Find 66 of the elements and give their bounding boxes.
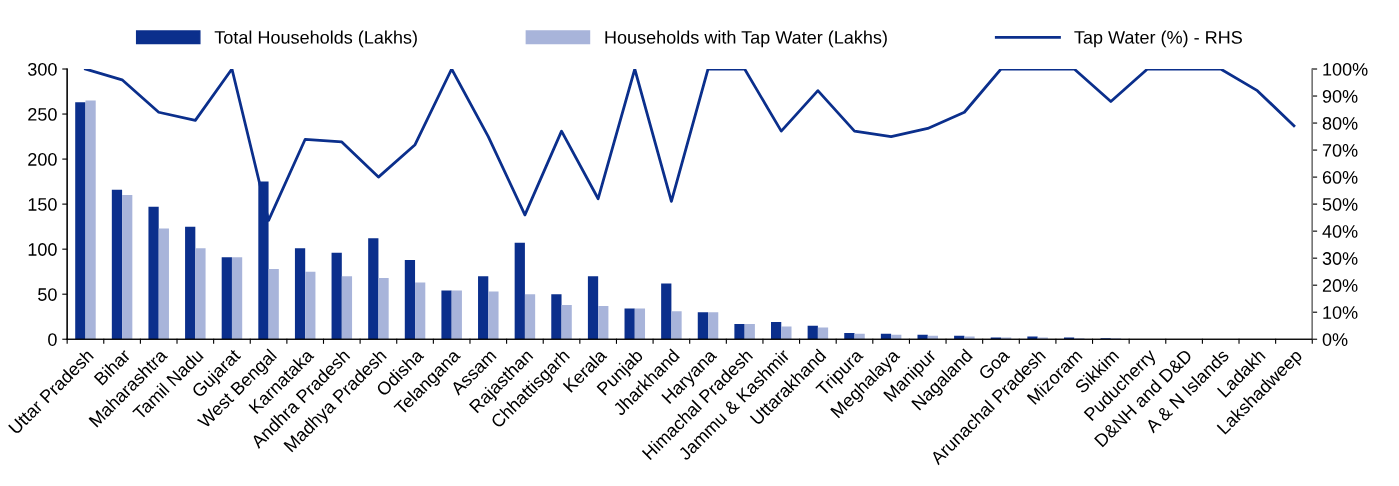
bar — [844, 332, 855, 340]
bar — [598, 305, 609, 340]
y2-tick-label: 30% — [1322, 252, 1358, 265]
y-tick-label: 150 — [28, 198, 57, 211]
bar — [771, 322, 782, 340]
bar — [305, 271, 316, 340]
y-tick-label: 300 — [28, 62, 57, 76]
bar — [817, 327, 829, 340]
bar — [451, 290, 462, 340]
y-tick-label: 50 — [38, 288, 57, 301]
bar — [661, 283, 672, 340]
bar — [415, 282, 426, 340]
bar — [148, 206, 159, 340]
y-tick-label: 100 — [28, 243, 57, 256]
bar — [697, 312, 709, 340]
bar — [854, 333, 865, 340]
bar — [488, 291, 499, 340]
bar — [294, 248, 306, 340]
legend-label: Households with Tap Water (Lakhs) — [605, 30, 887, 48]
bar — [524, 294, 536, 340]
bar — [331, 252, 342, 340]
bar — [185, 226, 196, 340]
legend-label: Tap Water (%) - RHS — [1074, 30, 1242, 48]
y-tick-label: 0 — [48, 333, 57, 346]
bar — [880, 333, 892, 340]
y2-tick-label: 70% — [1322, 144, 1358, 157]
bar — [587, 276, 599, 340]
bar — [634, 308, 646, 340]
bar — [708, 312, 719, 340]
y-tick-label: 250 — [28, 107, 57, 121]
bar — [85, 100, 96, 340]
y-tick-label: 200 — [28, 153, 57, 166]
bar — [624, 308, 635, 340]
y2-tick-label: 0% — [1322, 333, 1348, 346]
bar — [744, 323, 755, 340]
bar — [917, 334, 928, 340]
legend-label: Total Households (Lakhs) — [214, 30, 417, 48]
y2-tick-label: 100% — [1323, 62, 1368, 76]
y2-tick-label: 60% — [1322, 171, 1358, 184]
bar — [158, 228, 169, 340]
bar — [734, 323, 745, 340]
y2-tick-label: 50% — [1322, 198, 1358, 211]
bar — [514, 242, 525, 340]
bar — [75, 102, 86, 340]
bar — [221, 257, 232, 340]
bar — [195, 248, 206, 340]
y2-tick-label: 40% — [1322, 225, 1358, 238]
bar — [551, 294, 562, 340]
bar — [122, 195, 133, 340]
bar — [781, 326, 792, 340]
y2-tick-label: 10% — [1323, 306, 1358, 319]
bar — [671, 311, 682, 340]
bar — [341, 276, 353, 340]
y2-tick-label: 80% — [1322, 116, 1358, 130]
bar — [231, 257, 243, 340]
bar — [478, 276, 489, 340]
y2-tick-label: 90% — [1322, 89, 1358, 103]
bar — [368, 238, 379, 340]
bar — [268, 268, 279, 340]
bar — [807, 325, 818, 340]
bar — [561, 305, 572, 340]
bar — [404, 259, 416, 340]
y2-tick-label: 20% — [1322, 279, 1358, 292]
bar — [111, 189, 123, 340]
bar — [378, 277, 389, 340]
bar — [441, 290, 452, 340]
